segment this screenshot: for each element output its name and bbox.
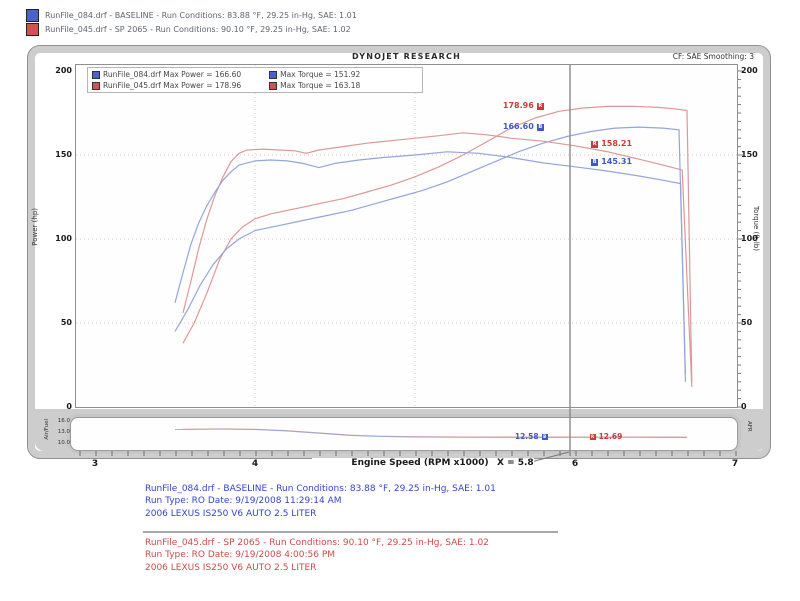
power-axis-tick-label: 0 xyxy=(66,402,72,411)
rpm-axis-tick-label: 3 xyxy=(91,459,99,469)
footer-line: RunFile_045.drf - SP 2065 - Run Conditio… xyxy=(145,538,489,548)
afr-marker-R: R xyxy=(589,433,596,440)
curve-sp2065-power xyxy=(182,105,693,382)
legend-power-text: RunFile_084.drf Max Power = 166.60 xyxy=(103,70,242,79)
cursor-x-readout: X = 5.8 xyxy=(497,458,534,468)
afr-value-label: 12.58 xyxy=(514,432,539,442)
peak-value-label: 178.96 xyxy=(502,101,534,111)
legend-torque-text: Max Torque = 151.92 xyxy=(280,70,361,79)
series-marker-B: B xyxy=(591,158,599,166)
peak-value-label: 145.31 xyxy=(601,156,633,166)
power-axis-tick-label: 100 xyxy=(55,234,72,243)
curve-sp2065-torque xyxy=(182,132,693,387)
legend-row-1: RunFile_084.drf Max Power = 166.60 Max To… xyxy=(91,69,419,80)
footer-line: Run Type: RO Date: 9/19/2008 11:29:14 AM xyxy=(145,496,342,507)
footer-block-2: RunFile_045.drf - SP 2065 - Run Conditio… xyxy=(145,537,489,574)
footer-line: 2006 LEXUS IS250 V6 AUTO 2.5 LITER xyxy=(145,562,317,573)
run-1-header-text: RunFile_084.drf - BASELINE - Run Conditi… xyxy=(45,10,357,20)
run-2-header-text: RunFile_045.drf - SP 2065 - Run Conditio… xyxy=(45,24,351,34)
legend-torque-text: Max Torque = 163.18 xyxy=(280,81,361,90)
series-marker-R: R xyxy=(536,103,544,111)
torque-axis-tick-label: 50 xyxy=(741,318,753,327)
series-marker-R: R xyxy=(591,141,599,149)
header-run-list: RunFile_084.drf - BASELINE - Run Conditi… xyxy=(26,8,357,36)
curve-baseline-power xyxy=(174,126,686,374)
header-run-line-1: RunFile_084.drf - BASELINE - Run Conditi… xyxy=(26,8,357,22)
footer-block-1: RunFile_084.drf - BASELINE - Run Conditi… xyxy=(145,483,496,520)
afr-tick-label: 10.0 xyxy=(57,440,70,446)
power-axis-tick-label: 200 xyxy=(55,66,72,75)
afr-value-label: 12.69 xyxy=(598,431,623,441)
power-axis-tick-label: 150 xyxy=(55,150,72,159)
run-1-color-swatch-icon xyxy=(26,8,39,22)
legend-swatch-icon xyxy=(92,81,100,90)
peak-values-legend: RunFile_084.drf Max Power = 166.60 Max To… xyxy=(87,67,423,93)
footer-line: Run Type: RO Date: 9/19/2008 4:00:56 PM xyxy=(145,550,336,561)
series-marker-B: B xyxy=(536,124,544,132)
rpm-axis-tick-label: 4 xyxy=(251,459,259,469)
curve-baseline-afr xyxy=(174,428,688,438)
torque-axis-tick-label: 200 xyxy=(741,66,758,75)
afr-tick-label: 16.0 xyxy=(57,418,70,424)
legend-swatch-icon xyxy=(269,81,278,90)
afr-strip-plot xyxy=(70,417,738,451)
legend-swatch-icon xyxy=(269,70,278,79)
peak-value-label: 158.21 xyxy=(601,139,633,149)
footer-line: 2006 LEXUS IS250 V6 AUTO 2.5 LITER xyxy=(145,508,317,519)
peak-value-label: 166.60 xyxy=(502,122,534,132)
curve-baseline-torque xyxy=(174,151,686,382)
legend-power-text: RunFile_045.drf Max Power = 178.96 xyxy=(103,81,242,90)
smoothing-label: CF: SAE Smoothing: 3 xyxy=(672,52,754,61)
footer-divider xyxy=(143,531,558,533)
afr-tick-label: 13.0 xyxy=(57,429,70,435)
chart-title: DYNOJET RESEARCH xyxy=(351,52,461,61)
footer-line: RunFile_084.drf - BASELINE - Run Conditi… xyxy=(145,484,496,494)
afr-marker-B: B xyxy=(541,434,548,441)
power-axis-label: Power (hp) xyxy=(31,208,39,246)
rpm-axis-tick-label: 7 xyxy=(731,459,739,469)
legend-swatch-icon xyxy=(92,70,100,79)
legend-row-2: RunFile_045.drf Max Power = 178.96 Max To… xyxy=(91,80,419,91)
torque-axis-tick-label: 150 xyxy=(741,150,758,159)
afr-strip-left-label: Air/Fuel xyxy=(44,419,50,440)
torque-axis-tick-label: 100 xyxy=(741,234,758,243)
power-axis-tick-label: 50 xyxy=(60,318,72,327)
torque-axis-tick-label: 0 xyxy=(741,402,747,411)
header-run-line-2: RunFile_045.drf - SP 2065 - Run Conditio… xyxy=(26,22,357,36)
rpm-axis-tick-label: 6 xyxy=(571,459,579,469)
afr-strip-right-label: AFR xyxy=(746,421,752,432)
run-2-color-swatch-icon xyxy=(26,22,39,36)
torque-axis-label: Torque (ft-lb) xyxy=(752,206,760,251)
cursor-pointer-line xyxy=(530,451,570,463)
x-axis-title: Engine Speed (RPM x1000) xyxy=(312,458,528,468)
main-plot-area xyxy=(75,64,738,408)
